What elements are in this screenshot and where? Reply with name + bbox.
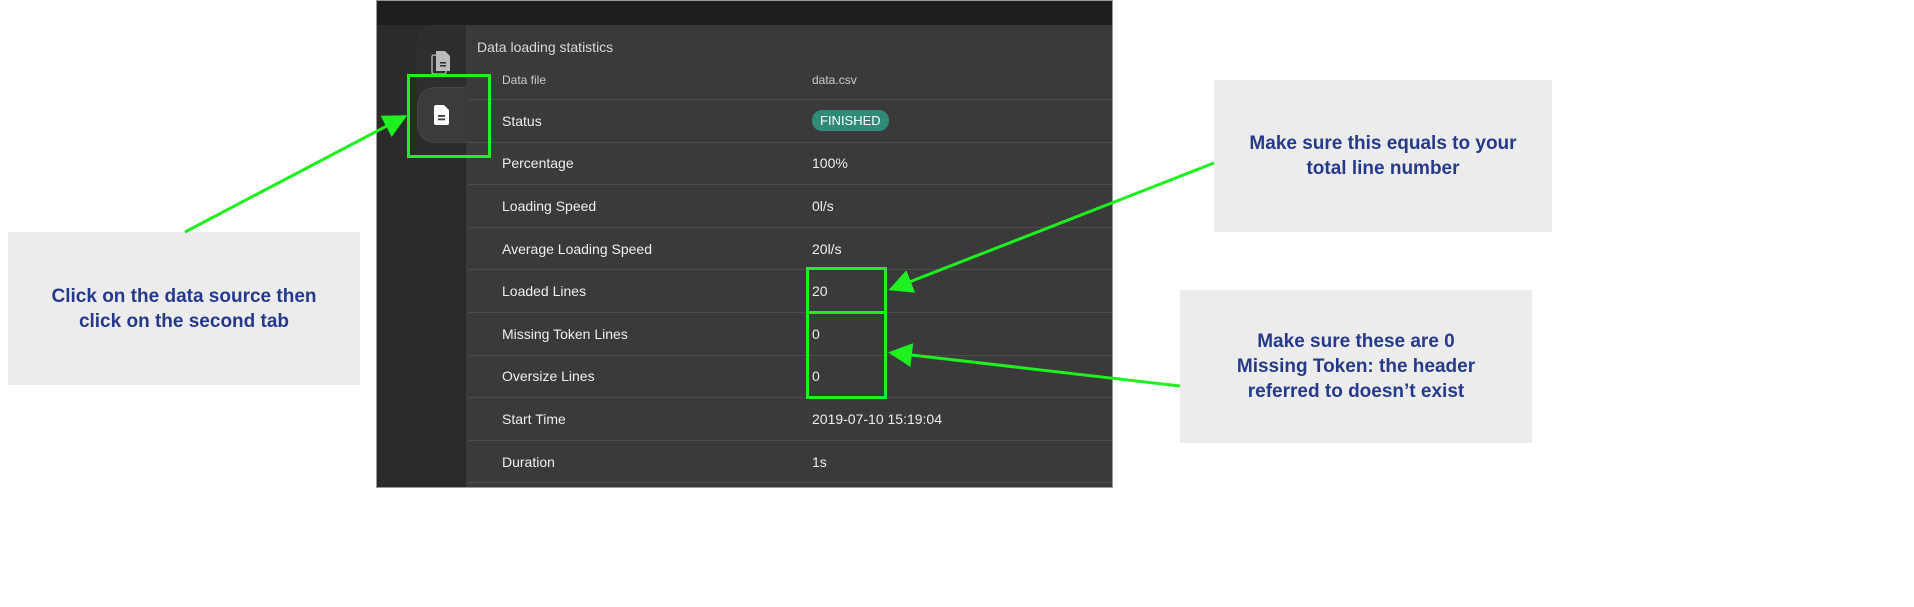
annotation-right-top: Make sure this equals to your total line… xyxy=(1214,80,1552,232)
table-row: Data file data.csv xyxy=(468,60,1112,100)
top-bar xyxy=(377,1,1112,25)
row-label: Percentage xyxy=(502,155,574,172)
row-value: 20 xyxy=(812,283,828,300)
row-value: 20l/s xyxy=(812,240,842,257)
row-label: Duration xyxy=(502,453,555,470)
highlight-error-lines xyxy=(806,311,887,399)
table-row: Status FINISHED xyxy=(468,100,1112,143)
row-value: 100% xyxy=(812,155,848,172)
annotation-text: Click on the data source then click on t… xyxy=(51,285,317,332)
table-row: Loading Speed 0l/s xyxy=(468,185,1112,228)
row-label: Loaded Lines xyxy=(502,283,587,300)
table-row: Start Time 2019-07-10 15:19:04 xyxy=(468,398,1112,441)
annotation-text: Missing Token: the header referred to do… xyxy=(1236,356,1476,402)
arrow xyxy=(888,161,1215,293)
data-loading-panel: Data loading statistics Data file data.cs… xyxy=(376,0,1113,488)
row-value: data.csv xyxy=(812,72,857,87)
annotation-left: Click on the data source then click on t… xyxy=(8,232,360,385)
row-value: 2019-07-10 15:19:04 xyxy=(812,410,942,427)
panel-title: Data loading statistics xyxy=(477,39,614,55)
annotation-right-bottom: Make sure these are 0 Missing Token: the … xyxy=(1180,290,1532,443)
row-label: Status xyxy=(502,112,542,129)
highlight-tab xyxy=(407,74,491,158)
row-label: Start Time xyxy=(502,410,566,427)
row-label: Loading Speed xyxy=(502,197,597,214)
row-label: Average Loading Speed xyxy=(502,240,652,257)
table-row: Loaded Lines 20 xyxy=(468,270,1112,313)
table-row: Average Loading Speed 20l/s xyxy=(468,228,1112,271)
tab-statistics[interactable] xyxy=(417,87,467,143)
row-value: 0 xyxy=(812,325,820,342)
row-label: Missing Token Lines xyxy=(502,325,628,342)
table-row: Percentage 100% xyxy=(468,143,1112,186)
annotation-text: Make sure this equals to your total line… xyxy=(1249,133,1517,179)
statistics-table: Data file data.csv Status FINISHED Percent… xyxy=(468,60,1112,484)
table-row: Duration 1s xyxy=(468,441,1112,484)
status-badge: FINISHED xyxy=(812,110,889,132)
row-value: 1s xyxy=(812,453,827,470)
table-row: Missing Token Lines 0 xyxy=(468,313,1112,356)
annotation-text: Make sure these are 0 xyxy=(1257,331,1455,352)
row-value: 0 xyxy=(812,368,820,385)
statistics-content: Data loading statistics Data file data.cs… xyxy=(466,25,1112,487)
arrow xyxy=(184,115,408,234)
row-label: Oversize Lines xyxy=(502,368,595,385)
file-icon xyxy=(434,105,449,125)
table-row: Oversize Lines 0 xyxy=(468,356,1112,399)
row-label: Data file xyxy=(502,72,547,87)
row-value: 0l/s xyxy=(812,197,834,214)
arrow xyxy=(888,343,1181,388)
